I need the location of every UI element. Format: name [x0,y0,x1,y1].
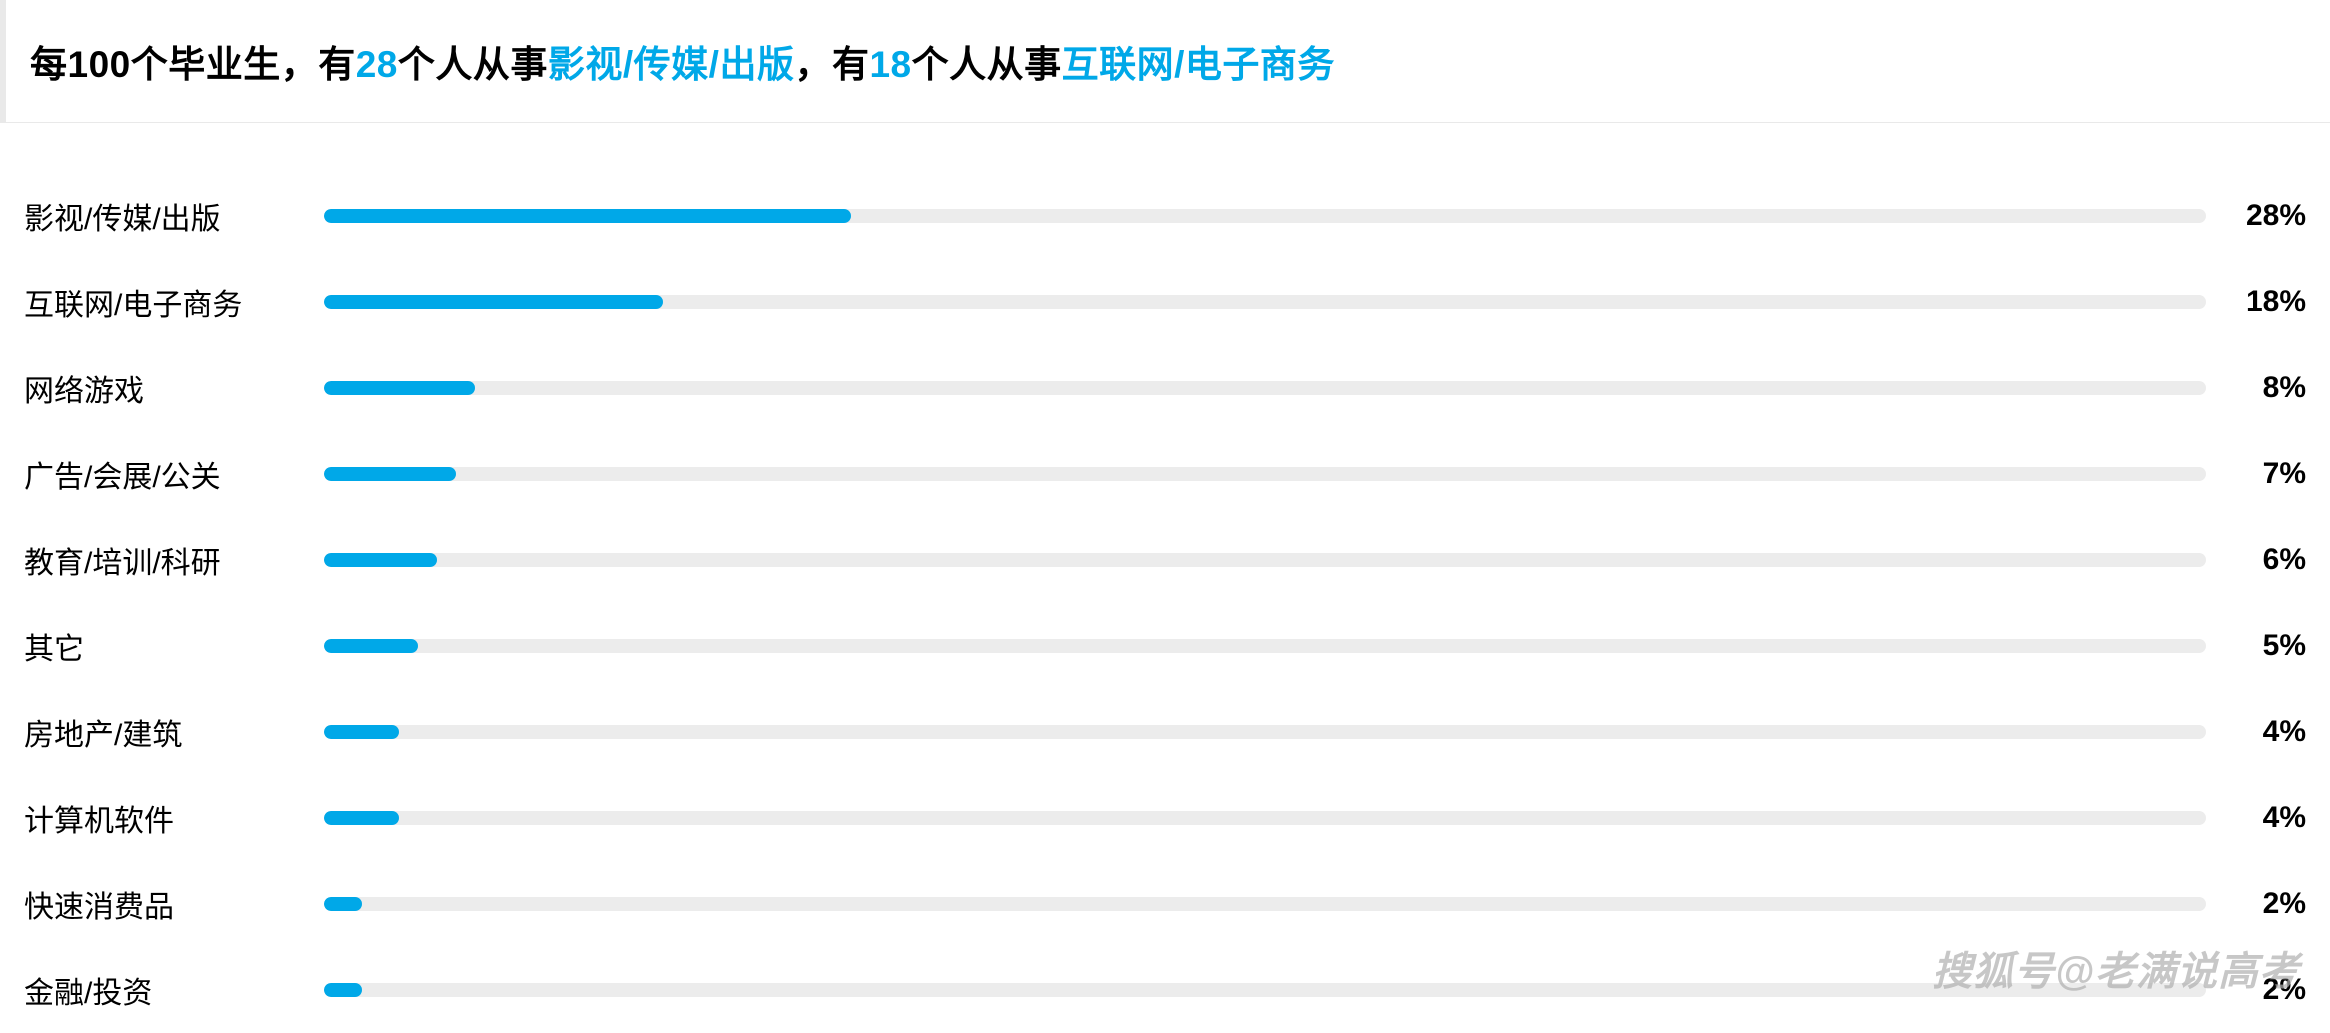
bar-value: 4% [2206,715,2306,749]
title-num1: 28 [356,44,398,85]
chart-title: 每100个毕业生，有28个人从事影视/传媒/出版，有18个人从事互联网/电子商务 [30,34,2330,88]
bar-value: 5% [2206,629,2306,663]
bar-track [324,467,2206,481]
title-mid1: 个人从事 [398,44,548,85]
bar-value: 6% [2206,543,2306,577]
bar-fill [324,209,851,223]
bar-row: 广告/会展/公关 7% [24,431,2306,517]
bar-fill [324,897,362,911]
bar-label: 其它 [24,624,324,668]
bar-label: 互联网/电子商务 [24,280,324,324]
bar-value: 28% [2206,199,2306,233]
bar-label: 广告/会展/公关 [24,452,324,496]
bar-label: 金融/投资 [24,968,324,1012]
bar-row: 其它 5% [24,603,2306,689]
watermark-text: 搜狐号@老满说高考 [1932,939,2300,997]
bar-value: 4% [2206,801,2306,835]
bar-value: 2% [2206,887,2306,921]
bar-fill [324,983,362,997]
bar-track [324,639,2206,653]
bar-track [324,725,2206,739]
bar-track [324,983,2206,997]
title-num2: 18 [869,44,911,85]
bar-label: 房地产/建筑 [24,710,324,754]
title-mid2: ，有 [794,44,869,85]
bar-track [324,811,2206,825]
bar-label: 网络游戏 [24,366,324,410]
bar-fill [324,725,399,739]
bar-row: 网络游戏 8% [24,345,2306,431]
bar-value: 18% [2206,285,2306,319]
bar-row: 计算机软件 4% [24,775,2306,861]
bar-chart: 影视/传媒/出版 28% 互联网/电子商务 18% 网络游戏 8% 广告/会展/公关 7% 教育… [0,173,2330,1033]
bar-track [324,553,2206,567]
bar-track [324,295,2206,309]
bar-row: 影视/传媒/出版 28% [24,173,2306,259]
chart-header: 每100个毕业生，有28个人从事影视/传媒/出版，有18个人从事互联网/电子商务 [0,0,2330,123]
bar-label: 快速消费品 [24,882,324,926]
bar-fill [324,639,418,653]
bar-fill [324,381,475,395]
bar-fill [324,553,437,567]
title-mid3: 个人从事 [912,44,1062,85]
bar-label: 教育/培训/科研 [24,538,324,582]
bar-row: 快速消费品 2% [24,861,2306,947]
bar-row: 房地产/建筑 4% [24,689,2306,775]
bar-track [324,209,2206,223]
bar-track [324,897,2206,911]
bar-row: 教育/培训/科研 6% [24,517,2306,603]
bar-label: 计算机软件 [24,796,324,840]
bar-track [324,381,2206,395]
bar-fill [324,467,456,481]
bar-fill [324,811,399,825]
title-industry1: 影视/传媒/出版 [548,44,795,85]
bar-value: 8% [2206,371,2306,405]
title-industry2: 互联网/电子商务 [1062,44,1335,85]
bar-value: 7% [2206,457,2306,491]
bar-row: 互联网/电子商务 18% [24,259,2306,345]
bar-fill [324,295,663,309]
bar-label: 影视/传媒/出版 [24,194,324,238]
title-prefix: 每100个毕业生，有 [30,44,356,85]
